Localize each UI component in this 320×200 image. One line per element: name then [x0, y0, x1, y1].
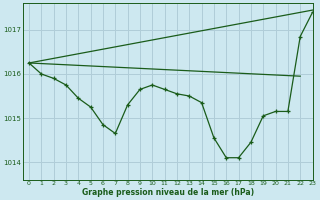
X-axis label: Graphe pression niveau de la mer (hPa): Graphe pression niveau de la mer (hPa) — [82, 188, 254, 197]
